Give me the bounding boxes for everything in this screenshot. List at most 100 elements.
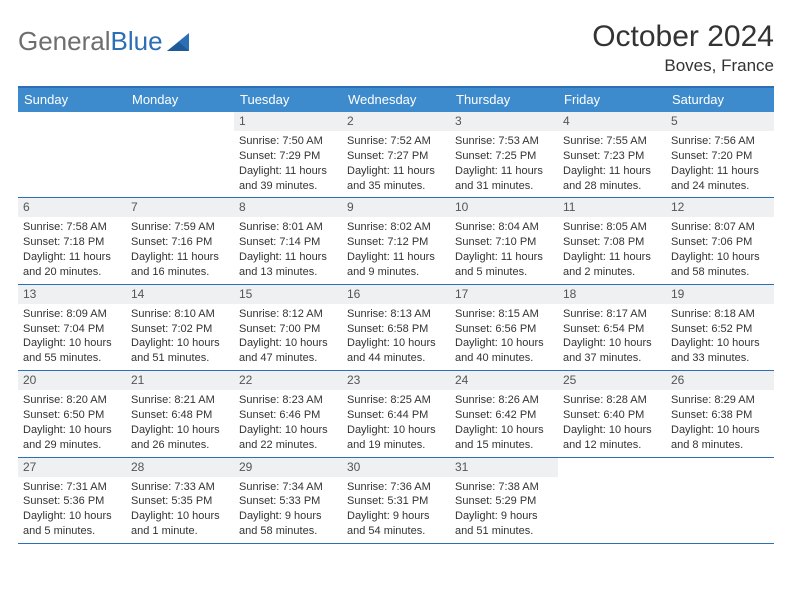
- day-body: Sunrise: 8:23 AMSunset: 6:46 PMDaylight:…: [234, 390, 342, 456]
- day-cell: 22Sunrise: 8:23 AMSunset: 6:46 PMDayligh…: [234, 371, 342, 456]
- header: GeneralBlue October 2024 Boves, France: [18, 20, 774, 76]
- calendar-page: GeneralBlue October 2024 Boves, France S…: [0, 0, 792, 554]
- daylight-line: Daylight: 9 hours and 58 minutes.: [239, 509, 337, 539]
- day-body: Sunrise: 8:20 AMSunset: 6:50 PMDaylight:…: [18, 390, 126, 456]
- weeks-container: 1Sunrise: 7:50 AMSunset: 7:29 PMDaylight…: [18, 112, 774, 544]
- daylight-line: Daylight: 10 hours and 29 minutes.: [23, 423, 121, 453]
- sunrise-line: Sunrise: 8:28 AM: [563, 393, 661, 408]
- day-cell: 25Sunrise: 8:28 AMSunset: 6:40 PMDayligh…: [558, 371, 666, 456]
- daylight-line: Daylight: 10 hours and 5 minutes.: [23, 509, 121, 539]
- day-body: Sunrise: 7:38 AMSunset: 5:29 PMDaylight:…: [450, 477, 558, 543]
- sunrise-line: Sunrise: 8:13 AM: [347, 307, 445, 322]
- daylight-line: Daylight: 11 hours and 20 minutes.: [23, 250, 121, 280]
- sunrise-line: Sunrise: 8:01 AM: [239, 220, 337, 235]
- day-cell: 21Sunrise: 8:21 AMSunset: 6:48 PMDayligh…: [126, 371, 234, 456]
- sunrise-line: Sunrise: 7:38 AM: [455, 480, 553, 495]
- day-cell: 12Sunrise: 8:07 AMSunset: 7:06 PMDayligh…: [666, 198, 774, 283]
- sunset-line: Sunset: 5:31 PM: [347, 494, 445, 509]
- day-cell: 27Sunrise: 7:31 AMSunset: 5:36 PMDayligh…: [18, 458, 126, 543]
- day-number: 29: [234, 458, 342, 477]
- day-cell: 1Sunrise: 7:50 AMSunset: 7:29 PMDaylight…: [234, 112, 342, 197]
- day-number: 12: [666, 198, 774, 217]
- daylight-line: Daylight: 11 hours and 16 minutes.: [131, 250, 229, 280]
- sunset-line: Sunset: 7:08 PM: [563, 235, 661, 250]
- day-number: 1: [234, 112, 342, 131]
- day-body: Sunrise: 8:02 AMSunset: 7:12 PMDaylight:…: [342, 217, 450, 283]
- day-cell: 20Sunrise: 8:20 AMSunset: 6:50 PMDayligh…: [18, 371, 126, 456]
- day-number: 16: [342, 285, 450, 304]
- day-number: 14: [126, 285, 234, 304]
- day-body: Sunrise: 7:33 AMSunset: 5:35 PMDaylight:…: [126, 477, 234, 543]
- sunrise-line: Sunrise: 8:04 AM: [455, 220, 553, 235]
- day-number: 27: [18, 458, 126, 477]
- daylight-line: Daylight: 11 hours and 28 minutes.: [563, 164, 661, 194]
- daylight-line: Daylight: 10 hours and 33 minutes.: [671, 336, 769, 366]
- dow-label: Wednesday: [342, 88, 450, 112]
- sunrise-line: Sunrise: 8:20 AM: [23, 393, 121, 408]
- sunset-line: Sunset: 6:56 PM: [455, 322, 553, 337]
- day-number: 31: [450, 458, 558, 477]
- sunset-line: Sunset: 7:02 PM: [131, 322, 229, 337]
- daylight-line: Daylight: 11 hours and 31 minutes.: [455, 164, 553, 194]
- day-cell: [558, 458, 666, 543]
- day-number: 13: [18, 285, 126, 304]
- day-body: Sunrise: 8:28 AMSunset: 6:40 PMDaylight:…: [558, 390, 666, 456]
- day-body: Sunrise: 8:18 AMSunset: 6:52 PMDaylight:…: [666, 304, 774, 370]
- week-row: 20Sunrise: 8:20 AMSunset: 6:50 PMDayligh…: [18, 371, 774, 457]
- day-body: Sunrise: 7:34 AMSunset: 5:33 PMDaylight:…: [234, 477, 342, 543]
- sunrise-line: Sunrise: 7:53 AM: [455, 134, 553, 149]
- day-number: 7: [126, 198, 234, 217]
- sunset-line: Sunset: 6:42 PM: [455, 408, 553, 423]
- day-body: Sunrise: 8:07 AMSunset: 7:06 PMDaylight:…: [666, 217, 774, 283]
- sunrise-line: Sunrise: 8:05 AM: [563, 220, 661, 235]
- day-body: Sunrise: 7:53 AMSunset: 7:25 PMDaylight:…: [450, 131, 558, 197]
- day-cell: 29Sunrise: 7:34 AMSunset: 5:33 PMDayligh…: [234, 458, 342, 543]
- day-cell: 3Sunrise: 7:53 AMSunset: 7:25 PMDaylight…: [450, 112, 558, 197]
- daylight-line: Daylight: 11 hours and 35 minutes.: [347, 164, 445, 194]
- week-row: 1Sunrise: 7:50 AMSunset: 7:29 PMDaylight…: [18, 112, 774, 198]
- daylight-line: Daylight: 10 hours and 44 minutes.: [347, 336, 445, 366]
- month-title: October 2024: [592, 20, 774, 54]
- daylight-line: Daylight: 10 hours and 51 minutes.: [131, 336, 229, 366]
- sunrise-line: Sunrise: 8:21 AM: [131, 393, 229, 408]
- day-number: 28: [126, 458, 234, 477]
- daylight-line: Daylight: 9 hours and 51 minutes.: [455, 509, 553, 539]
- day-cell: 23Sunrise: 8:25 AMSunset: 6:44 PMDayligh…: [342, 371, 450, 456]
- dow-row: SundayMondayTuesdayWednesdayThursdayFrid…: [18, 88, 774, 112]
- sunrise-line: Sunrise: 8:10 AM: [131, 307, 229, 322]
- sunset-line: Sunset: 6:40 PM: [563, 408, 661, 423]
- daylight-line: Daylight: 9 hours and 54 minutes.: [347, 509, 445, 539]
- sunset-line: Sunset: 7:12 PM: [347, 235, 445, 250]
- sunrise-line: Sunrise: 7:36 AM: [347, 480, 445, 495]
- day-body: Sunrise: 8:26 AMSunset: 6:42 PMDaylight:…: [450, 390, 558, 456]
- sunrise-line: Sunrise: 7:56 AM: [671, 134, 769, 149]
- day-body: Sunrise: 7:52 AMSunset: 7:27 PMDaylight:…: [342, 131, 450, 197]
- daylight-line: Daylight: 11 hours and 39 minutes.: [239, 164, 337, 194]
- day-cell: 17Sunrise: 8:15 AMSunset: 6:56 PMDayligh…: [450, 285, 558, 370]
- day-cell: 6Sunrise: 7:58 AMSunset: 7:18 PMDaylight…: [18, 198, 126, 283]
- logo-word2: Blue: [111, 26, 163, 57]
- day-number: 11: [558, 198, 666, 217]
- sunset-line: Sunset: 7:00 PM: [239, 322, 337, 337]
- day-cell: 15Sunrise: 8:12 AMSunset: 7:00 PMDayligh…: [234, 285, 342, 370]
- sunrise-line: Sunrise: 8:29 AM: [671, 393, 769, 408]
- day-cell: 16Sunrise: 8:13 AMSunset: 6:58 PMDayligh…: [342, 285, 450, 370]
- sunrise-line: Sunrise: 7:33 AM: [131, 480, 229, 495]
- day-number: 3: [450, 112, 558, 131]
- sunset-line: Sunset: 6:52 PM: [671, 322, 769, 337]
- week-row: 6Sunrise: 7:58 AMSunset: 7:18 PMDaylight…: [18, 198, 774, 284]
- day-number: 30: [342, 458, 450, 477]
- day-cell: [18, 112, 126, 197]
- day-cell: 18Sunrise: 8:17 AMSunset: 6:54 PMDayligh…: [558, 285, 666, 370]
- daylight-line: Daylight: 11 hours and 2 minutes.: [563, 250, 661, 280]
- day-number: 4: [558, 112, 666, 131]
- daylight-line: Daylight: 10 hours and 40 minutes.: [455, 336, 553, 366]
- day-cell: 4Sunrise: 7:55 AMSunset: 7:23 PMDaylight…: [558, 112, 666, 197]
- day-number: 2: [342, 112, 450, 131]
- day-number: 25: [558, 371, 666, 390]
- day-cell: 2Sunrise: 7:52 AMSunset: 7:27 PMDaylight…: [342, 112, 450, 197]
- sunrise-line: Sunrise: 7:50 AM: [239, 134, 337, 149]
- day-body: Sunrise: 8:21 AMSunset: 6:48 PMDaylight:…: [126, 390, 234, 456]
- day-cell: 11 Sunrise: 8:05 AMSunset: 7:08 PMDayligh…: [558, 198, 666, 283]
- week-row: 13Sunrise: 8:09 AMSunset: 7:04 PMDayligh…: [18, 285, 774, 371]
